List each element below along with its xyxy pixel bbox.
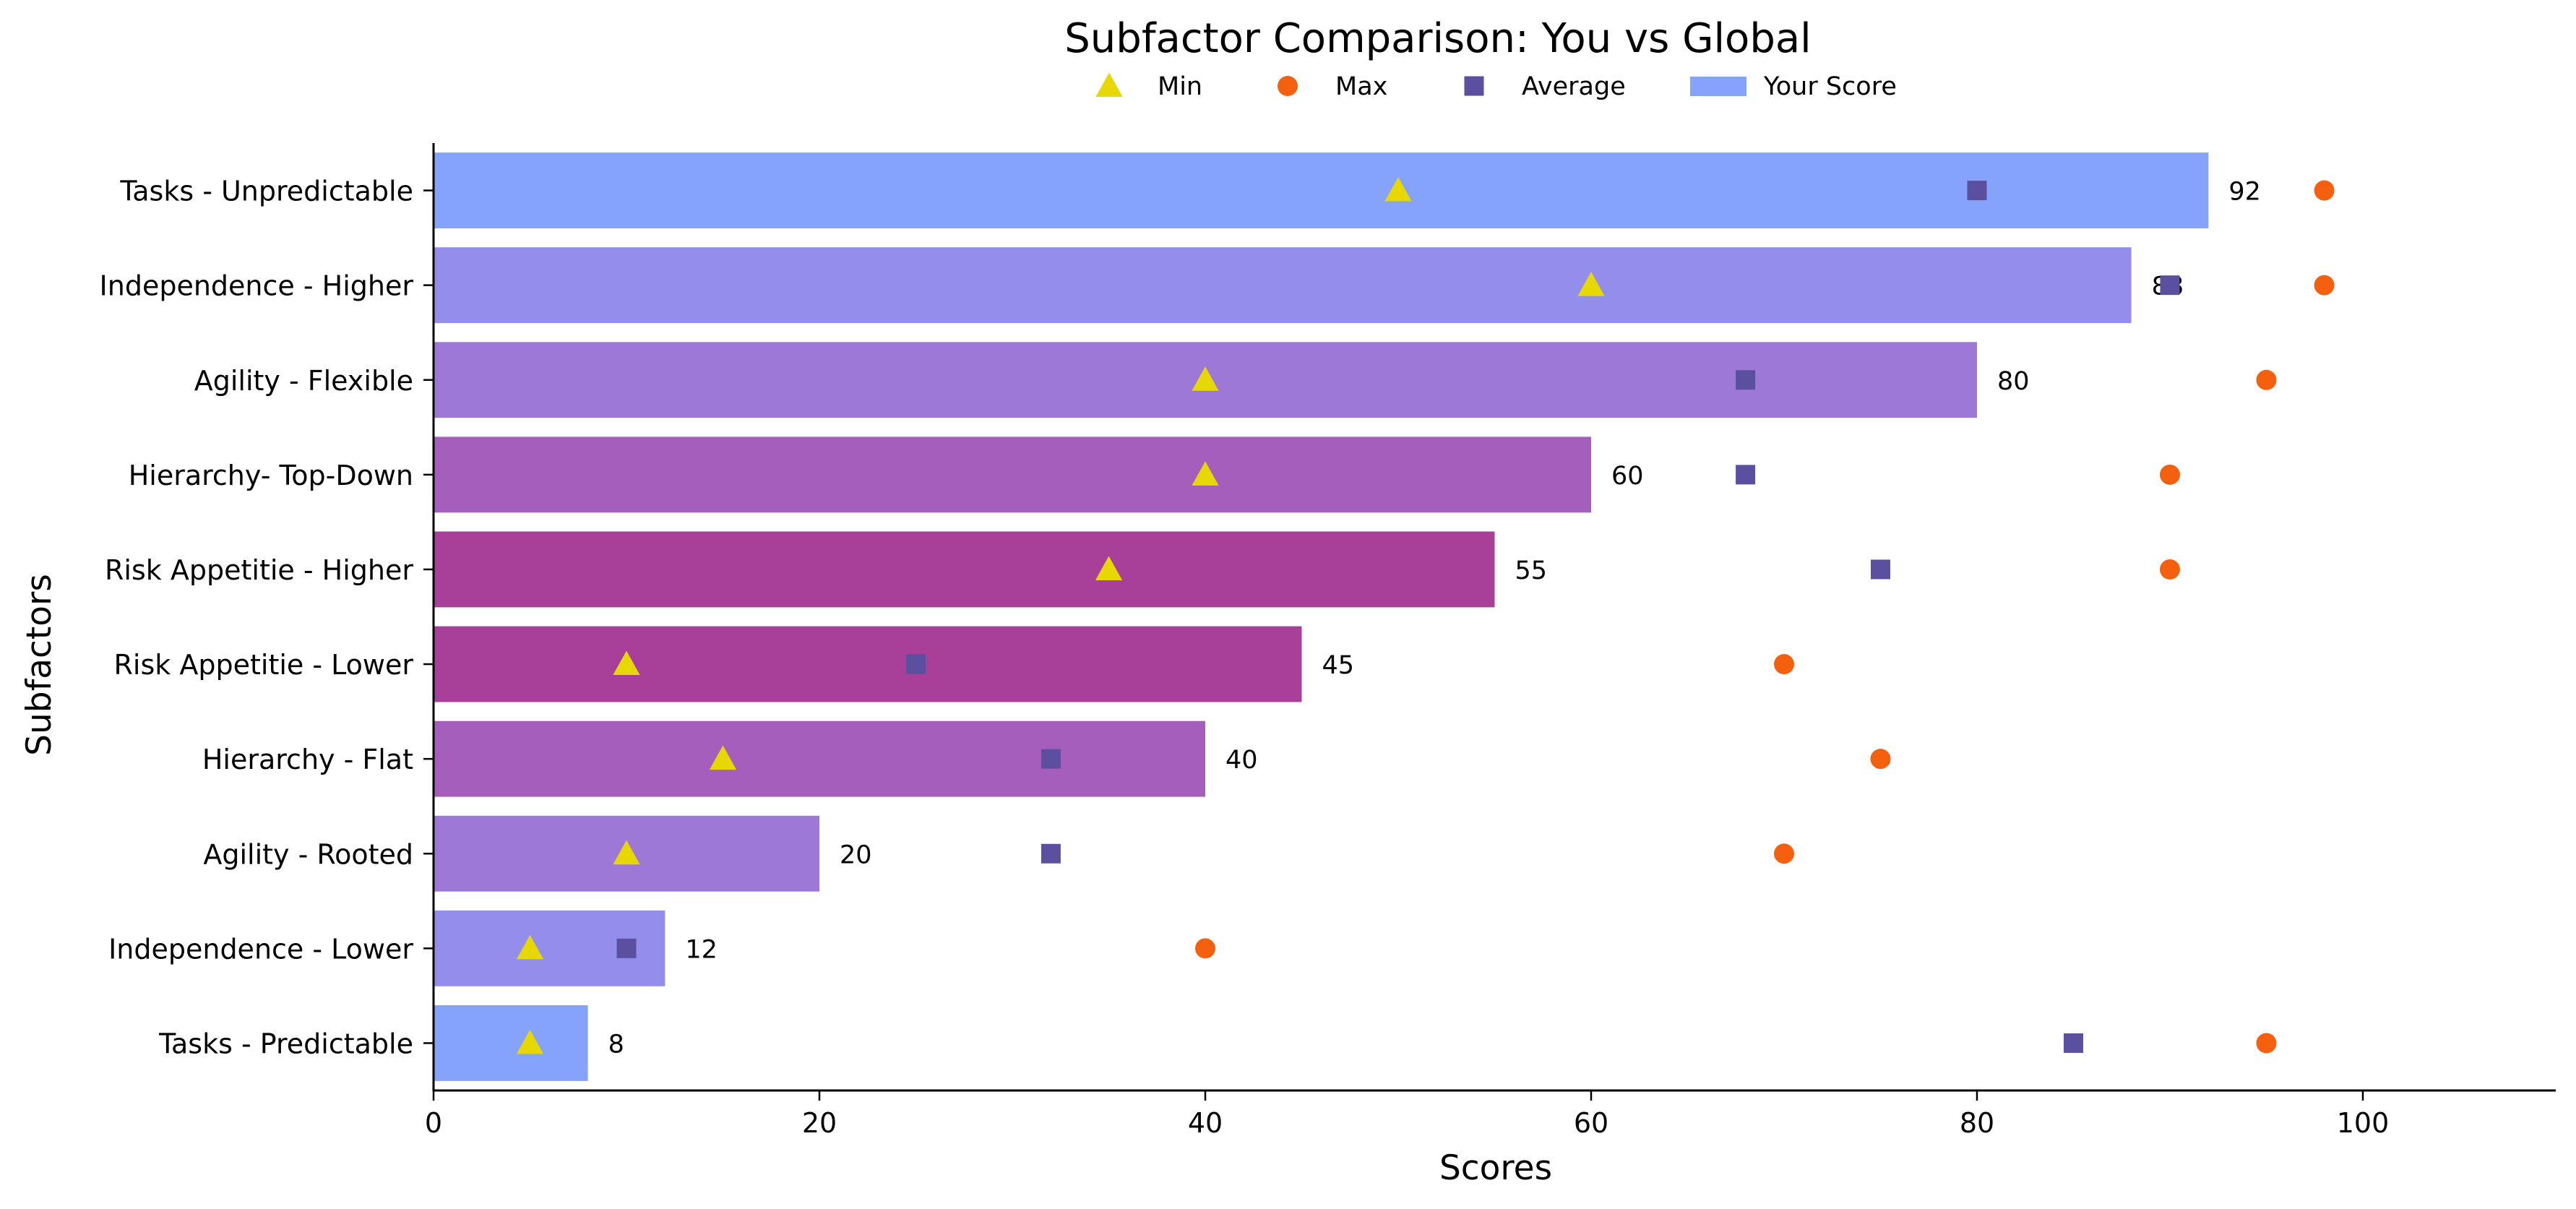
y-axis-title: Subfactors — [20, 574, 59, 756]
y-tick-label: Risk Appetitie - Lower — [114, 649, 414, 681]
score-bar — [434, 531, 1495, 608]
score-value-label: 8 — [608, 1030, 624, 1059]
score-value-label: 92 — [2228, 178, 2261, 207]
score-value-label: 12 — [685, 935, 718, 964]
y-tick-label: Agility - Flexible — [194, 365, 413, 397]
max-marker — [1774, 654, 1794, 675]
x-tick-label: 0 — [425, 1107, 442, 1139]
max-marker — [2256, 1033, 2277, 1054]
legend-item-max: Max — [1278, 72, 1387, 101]
legend-max-swatch — [1278, 76, 1298, 96]
min-marker — [613, 650, 640, 676]
y-tick-label: Tasks - Predictable — [158, 1028, 413, 1059]
y-tick-label: Independence - Higher — [100, 270, 414, 302]
score-value-label: 80 — [1997, 367, 2030, 396]
x-tick-label: 100 — [2337, 1107, 2390, 1139]
score-value-label: 40 — [1225, 746, 1258, 775]
value-labels: 9288806055454020128 — [608, 178, 2261, 1059]
min-marker — [516, 934, 544, 960]
max-marker — [2314, 275, 2335, 296]
chart-title: Subfactor Comparison: You vs Global — [1064, 15, 1811, 62]
legend-label: Your Score — [1763, 72, 1897, 101]
min-marker — [1192, 461, 1219, 486]
score-bar — [434, 720, 1205, 797]
y-tick-label: Hierarchy - Flat — [202, 744, 413, 775]
y-tick-label: Tasks - Unpredictable — [119, 176, 413, 207]
axes: 0 20 40 60 80 100 Tasks - Unpredictable Indepen… — [100, 143, 2556, 1139]
min-marker — [613, 840, 640, 865]
min-marker — [709, 745, 737, 770]
min-marker — [516, 1029, 544, 1054]
legend-item-your-score: Your Score — [1690, 72, 1897, 101]
score-value-label: 45 — [1322, 651, 1355, 680]
score-bar — [434, 1005, 588, 1081]
average-marker — [2064, 1033, 2083, 1053]
max-marker — [2314, 180, 2335, 201]
max-marker — [1774, 843, 1794, 864]
x-tick-label: 40 — [1188, 1107, 1223, 1139]
min-marker — [1384, 176, 1412, 202]
legend-min-swatch — [1095, 72, 1123, 97]
y-tick-label: Independence - Lower — [108, 933, 413, 965]
legend-item-min: Min — [1095, 72, 1202, 101]
x-tick-label: 80 — [1960, 1107, 1994, 1139]
markers — [516, 176, 2335, 1054]
score-bar — [434, 247, 2132, 324]
y-tick-label: Agility - Rooted — [203, 838, 413, 870]
min-marker — [1192, 366, 1219, 391]
average-marker — [1736, 370, 1756, 390]
min-marker — [1577, 272, 1605, 296]
average-marker — [616, 938, 637, 958]
max-marker — [1195, 938, 1215, 959]
max-marker — [1870, 749, 1891, 770]
y-tick-label: Risk Appetitie - Higher — [105, 554, 413, 586]
max-marker — [2256, 369, 2277, 390]
average-marker — [1041, 843, 1061, 864]
x-tick-label: 20 — [802, 1107, 837, 1139]
max-marker — [2160, 464, 2180, 485]
x-tick-label: 60 — [1574, 1107, 1608, 1139]
legend-label: Min — [1158, 72, 1202, 101]
legend-average-swatch — [1464, 76, 1484, 96]
score-value-label: 60 — [1611, 462, 1644, 491]
average-marker — [1041, 749, 1061, 769]
average-marker — [2160, 275, 2180, 296]
score-bar — [434, 626, 1302, 702]
average-marker — [1736, 465, 1756, 485]
y-tick-label: Hierarchy- Top-Down — [129, 460, 413, 491]
legend-label: Max — [1335, 72, 1387, 101]
legend-label: Average — [1522, 72, 1626, 101]
x-axis-title: Scores — [1439, 1148, 1552, 1188]
legend-score-swatch — [1690, 77, 1746, 96]
average-marker — [906, 654, 926, 674]
average-marker — [1871, 559, 1890, 580]
max-marker — [2160, 559, 2180, 580]
legend: Min Max Average Your Score — [1095, 72, 1897, 101]
score-value-label: 20 — [840, 840, 872, 869]
score-bar — [434, 152, 2209, 228]
min-marker — [1095, 556, 1123, 580]
bars — [434, 152, 2209, 1081]
average-marker — [1967, 181, 1987, 201]
score-value-label: 55 — [1515, 556, 1548, 585]
legend-item-average: Average — [1464, 72, 1626, 101]
score-bar — [434, 436, 1591, 513]
